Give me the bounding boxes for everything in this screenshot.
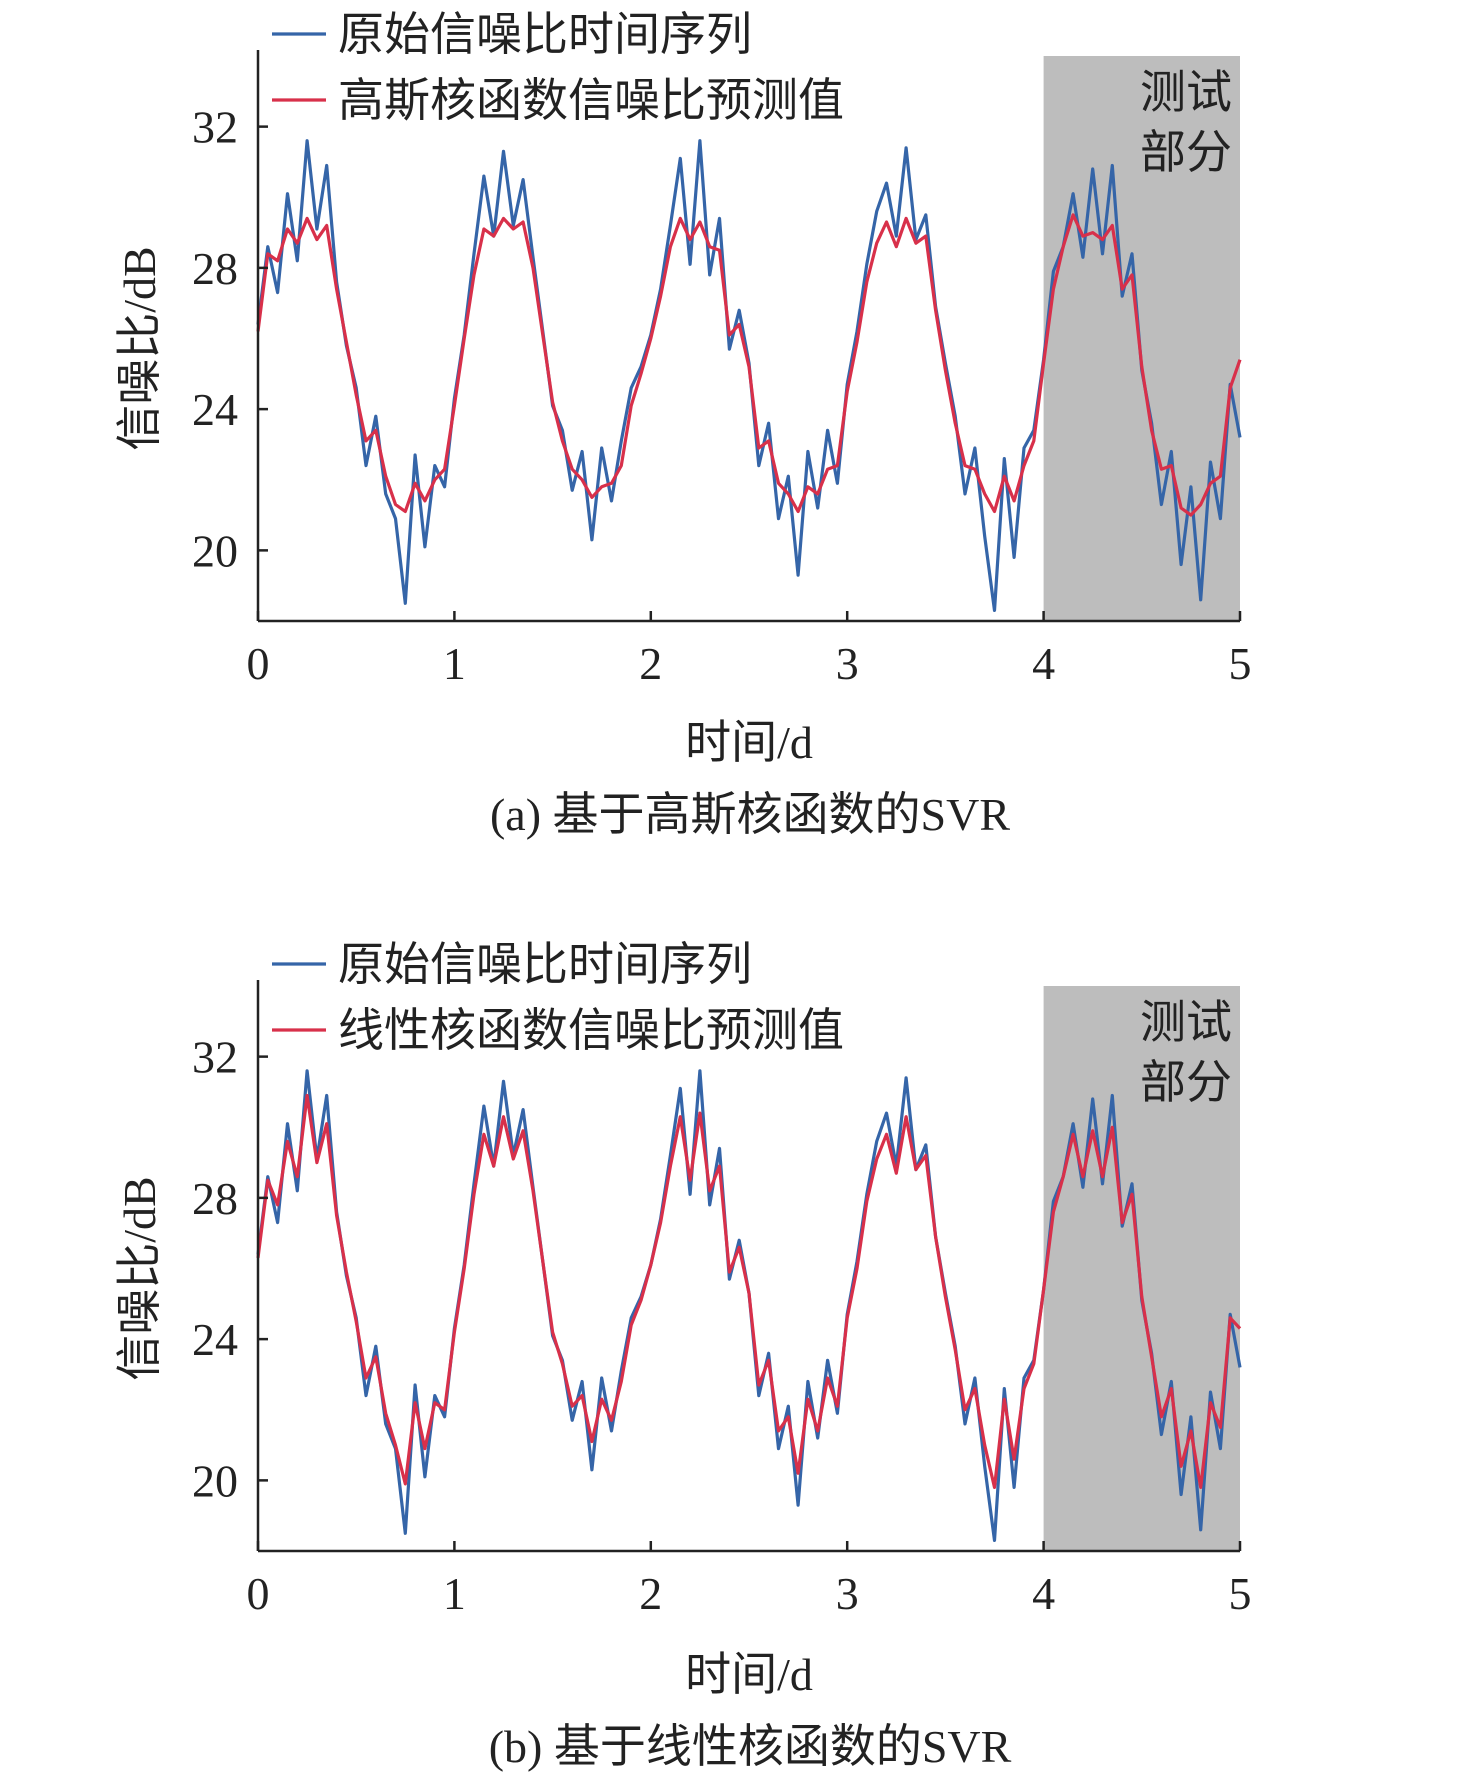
y-tick-label: 20 (192, 525, 238, 576)
legend-label-predicted: 线性核函数信噪比预测值 (338, 1005, 844, 1056)
y-axis-label: 信噪比/dB (114, 246, 165, 450)
test-region-label: 测试 部分 (1140, 997, 1232, 1108)
legend: 原始信噪比时间序列 高斯核函数信噪比预测值 (272, 9, 844, 126)
x-tick-label: 3 (836, 1568, 859, 1619)
test-region-label: 测试 部分 (1140, 67, 1232, 178)
x-tick-label: 1 (443, 1568, 466, 1619)
series-layer (256, 1069, 1242, 1543)
legend-label-original: 原始信噪比时间序列 (338, 9, 752, 60)
y-tick-label: 24 (192, 1314, 238, 1365)
x-tick-label: 4 (1032, 638, 1055, 689)
test-region-label-line-1: 测试 (1140, 997, 1232, 1048)
axes: 0 1 2 3 4 5 20 24 28 32 (192, 980, 1252, 1619)
y-tick-label: 24 (192, 384, 238, 435)
x-tick-label: 3 (836, 638, 859, 689)
series-predicted-line (256, 213, 1242, 517)
x-tick-label: 5 (1229, 1568, 1252, 1619)
panel-caption: (a) 基于高斯核函数的SVR (490, 789, 1010, 840)
legend: 原始信噪比时间序列 线性核函数信噪比预测值 (272, 939, 844, 1056)
test-region-label-line-1: 测试 (1140, 67, 1232, 118)
test-region-label-line-2: 部分 (1140, 127, 1232, 178)
y-tick-label: 20 (192, 1455, 238, 1506)
series-predicted-line (256, 1093, 1242, 1490)
x-tick-label: 1 (443, 638, 466, 689)
legend-label-original: 原始信噪比时间序列 (338, 939, 752, 990)
y-tick-label: 28 (192, 243, 238, 294)
axes: 0 1 2 3 4 5 20 24 28 32 (192, 50, 1252, 689)
y-tick-label: 32 (192, 102, 238, 153)
y-axis-label: 信噪比/dB (114, 1176, 165, 1380)
y-tick-label: 32 (192, 1032, 238, 1083)
x-tick-label: 2 (639, 1568, 662, 1619)
x-tick-label: 5 (1229, 638, 1252, 689)
x-tick-label: 0 (247, 1568, 270, 1619)
panel-a: 0 1 2 3 4 5 20 24 28 32 测试 部分 原始信噪比时间序列 高斯核函数信噪比预… (114, 9, 1252, 840)
test-region-label-line-2: 部分 (1140, 1057, 1232, 1108)
x-tick-label: 4 (1032, 1568, 1055, 1619)
series-layer (256, 139, 1242, 613)
x-axis-label: 时间/d (685, 1649, 813, 1700)
x-axis-label: 时间/d (685, 717, 813, 768)
panel-b: 0 1 2 3 4 5 20 24 28 32 测试 部分 原始信噪比时间序列 线性核函数信噪比预… (114, 939, 1252, 1772)
x-tick-label: 2 (639, 638, 662, 689)
x-tick-label: 0 (247, 638, 270, 689)
panel-caption: (b) 基于线性核函数的SVR (489, 1721, 1012, 1772)
y-tick-label: 28 (192, 1173, 238, 1224)
legend-label-predicted: 高斯核函数信噪比预测值 (338, 75, 844, 126)
